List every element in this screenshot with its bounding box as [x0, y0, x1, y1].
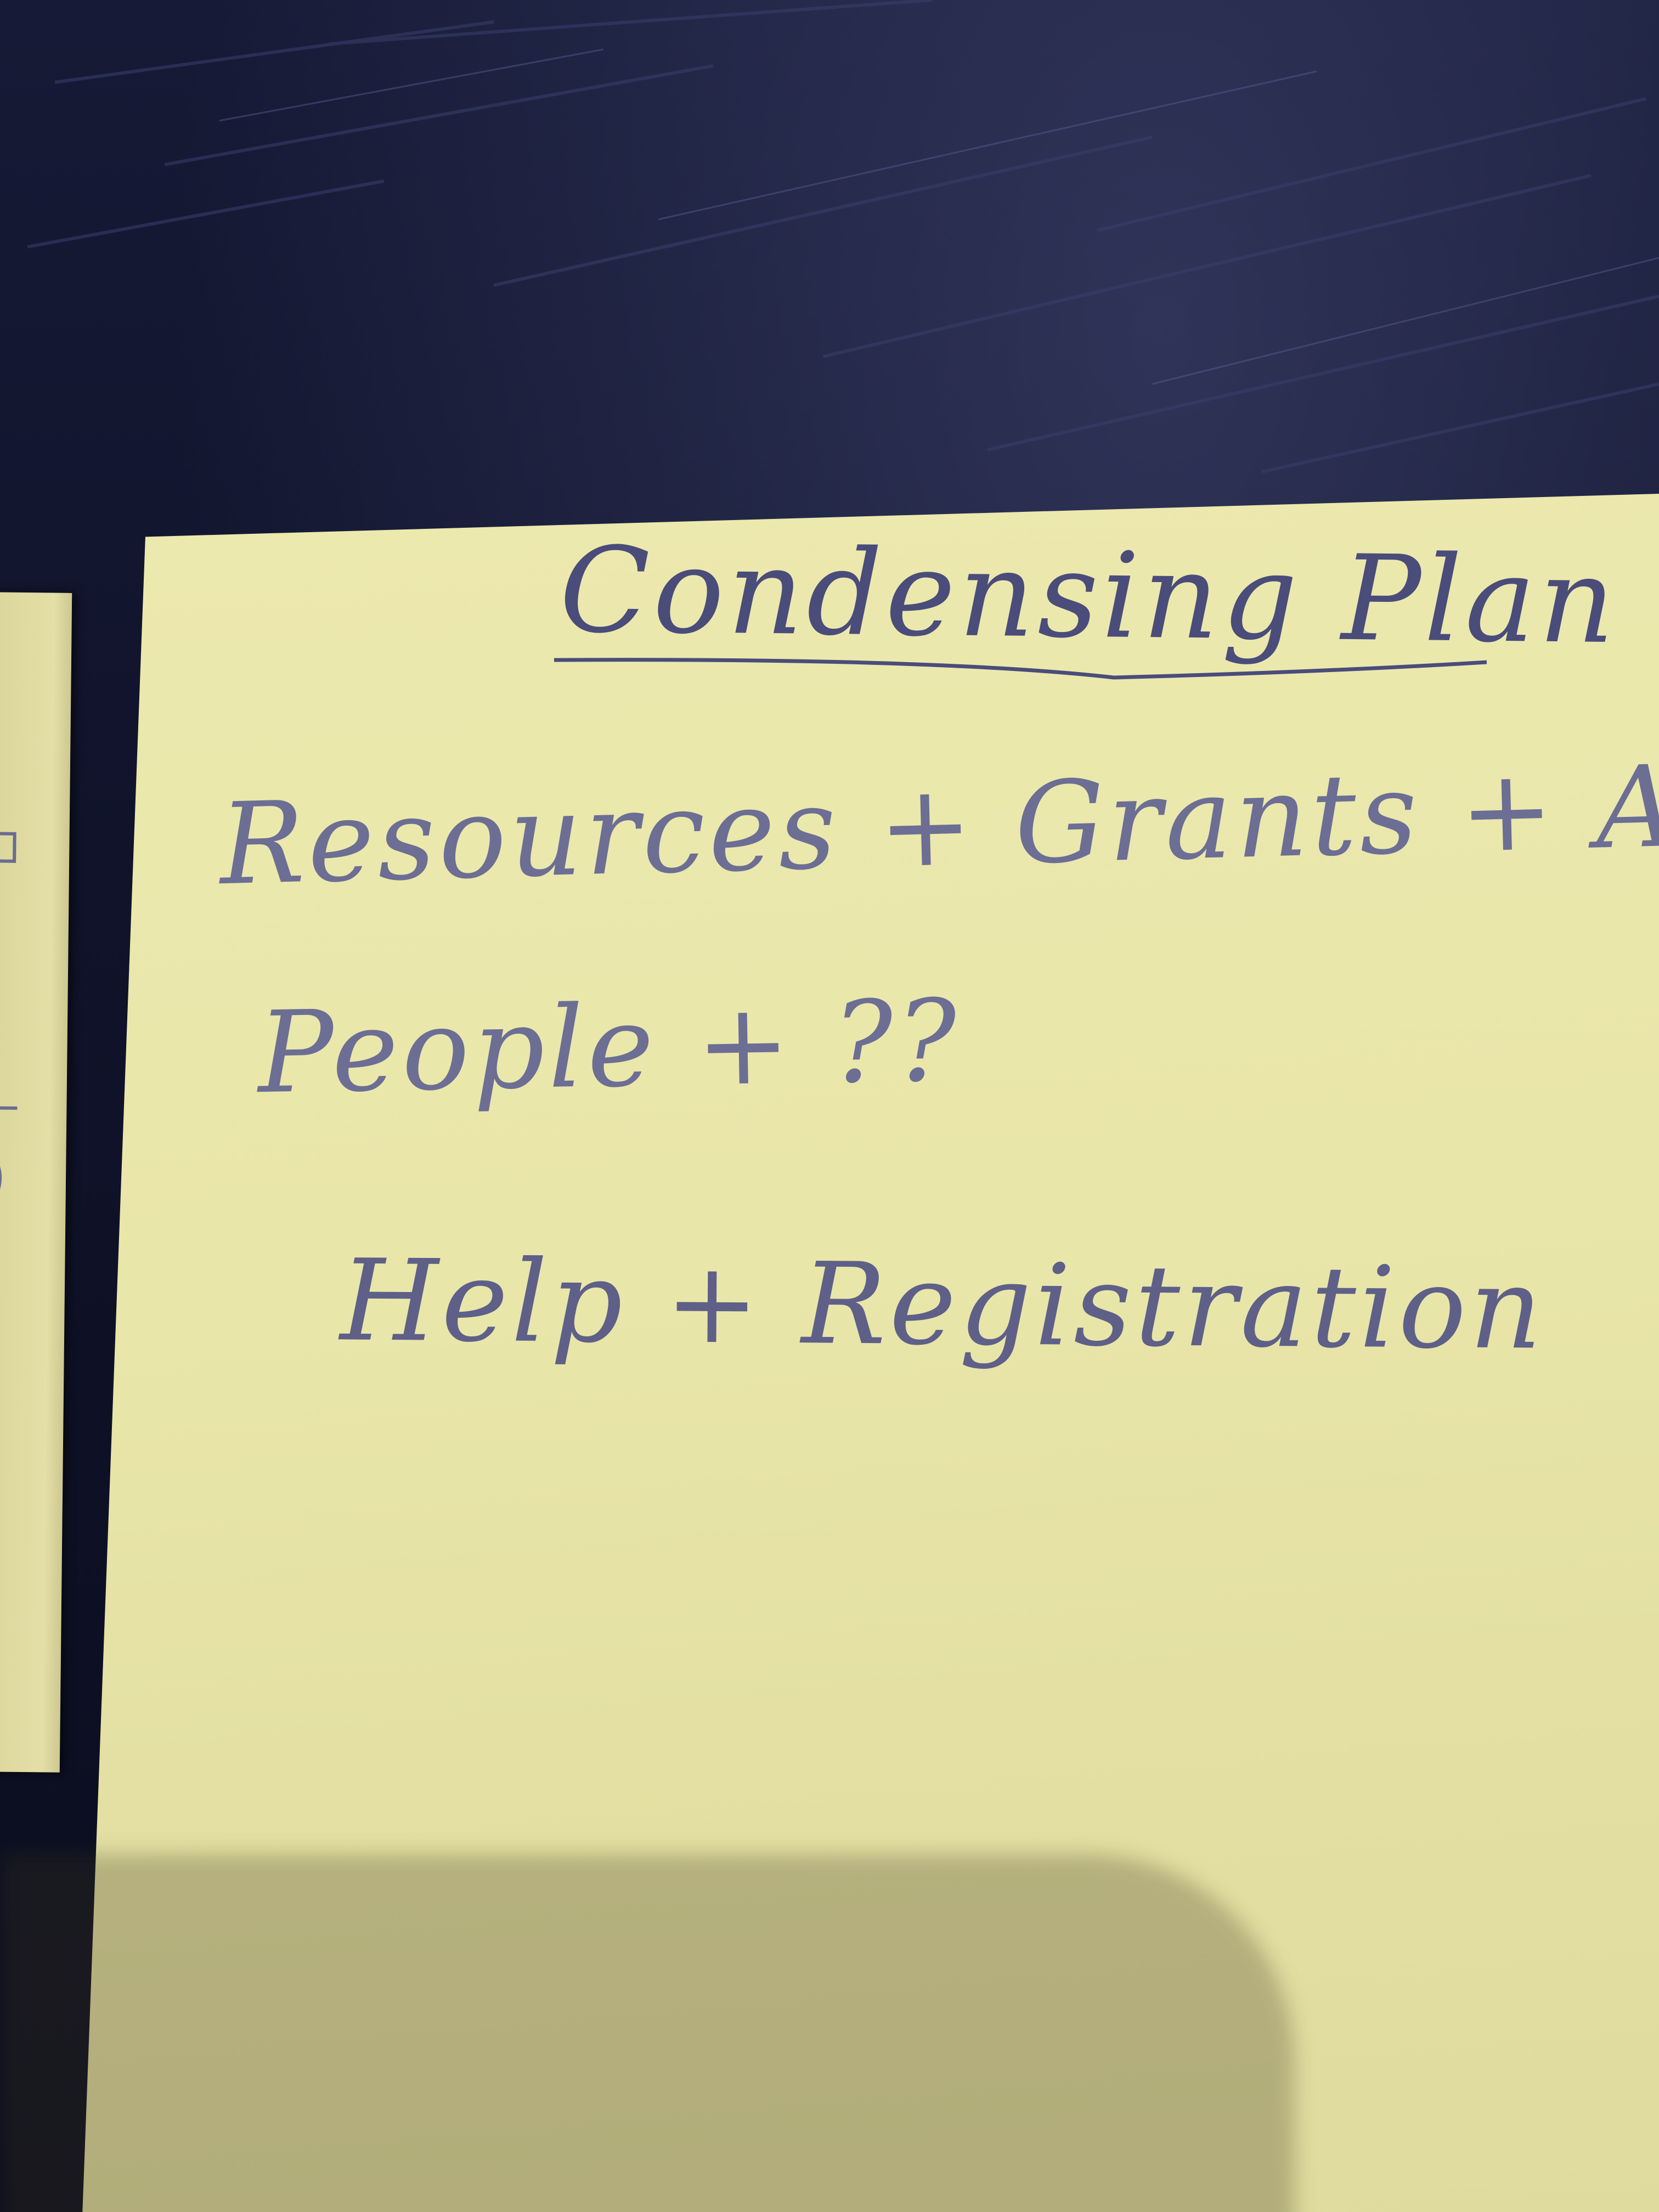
hand-shadow — [0, 1854, 1295, 2212]
note-line-people: People + ?? — [257, 975, 961, 1119]
partial-note-marks — [0, 832, 18, 1219]
title-underline — [554, 658, 1487, 680]
note-line-help-registration: Help + Registration — [340, 1235, 1546, 1375]
partial-sticky-note — [0, 592, 72, 1773]
note-title: Condensing Plan — [558, 521, 1619, 670]
sticky-note — [82, 494, 1659, 2212]
wood-grain — [27, 0, 1659, 473]
